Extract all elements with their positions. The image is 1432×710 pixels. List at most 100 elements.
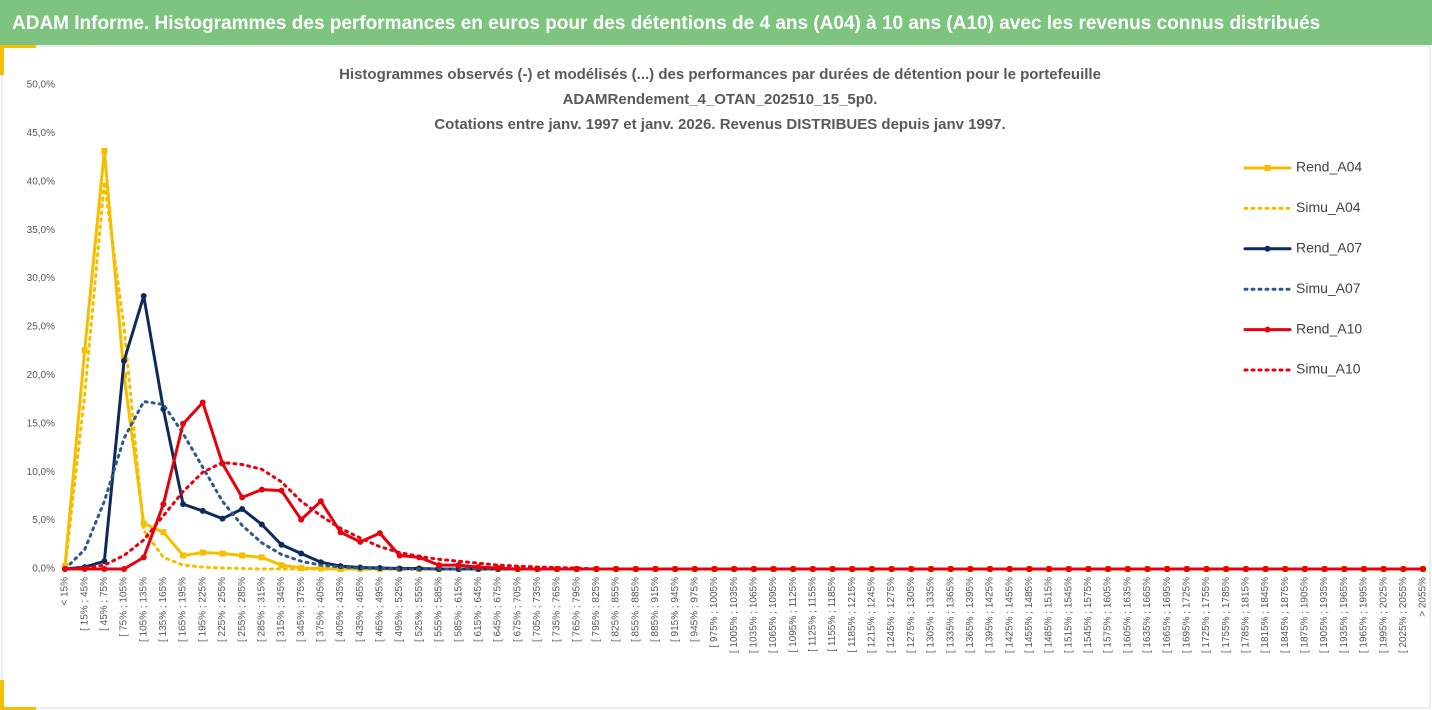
y-tick-label: 35,0% [27, 225, 55, 236]
x-tick-label: [ 1275% ; 1305% [906, 577, 917, 653]
accent [0, 680, 4, 710]
x-tick-label: [ 165% ; 195% [178, 577, 189, 642]
point [809, 566, 816, 572]
x-tick-label: [ 1125% ; 1155% [808, 577, 819, 652]
point [160, 529, 167, 536]
x-tick-label: [ 705% ; 735% [532, 577, 543, 642]
x-tick-label: [ 225% ; 255% [217, 577, 228, 642]
header-bar [0, 0, 1432, 45]
point [1203, 566, 1210, 572]
x-tick-label: [ 1485% ; 1515% [1044, 577, 1055, 653]
point [258, 486, 265, 493]
y-tick-label: 45,0% [27, 128, 55, 139]
x-tick-label: [ 765% ; 795% [571, 577, 582, 642]
x-tick-label: [ 1965% ; 1995% [1359, 577, 1370, 653]
legend-label: Rend_A04 [1296, 159, 1362, 175]
point [180, 420, 187, 427]
x-tick-label: < 15% [60, 577, 71, 606]
y-tick-label: 10,0% [27, 467, 55, 478]
point [455, 562, 462, 569]
point [121, 357, 128, 364]
point [278, 487, 285, 494]
legend-label: Rend_A10 [1296, 320, 1362, 336]
legend-label: Simu_A04 [1296, 199, 1361, 215]
x-tick-label: [ 1215% ; 1245% [867, 577, 878, 653]
x-tick-label: [ 495% ; 525% [394, 577, 405, 642]
legend-marker [1264, 165, 1271, 171]
point [258, 521, 265, 528]
x-tick-label: [ 1875% ; 1905% [1300, 577, 1311, 653]
x-tick-label: [ 1395% ; 1425% [985, 577, 996, 653]
point [790, 566, 797, 572]
chart-title: ADAMRendement_4_OTAN_202510_15_5p0. [563, 91, 878, 108]
y-tick-label: 5,0% [32, 515, 55, 526]
point [140, 554, 147, 561]
x-tick-label: [ 915% ; 945% [670, 577, 681, 642]
point [278, 541, 285, 548]
point [81, 347, 88, 354]
x-tick-label: [ 525% ; 555% [414, 577, 425, 642]
x-tick-label: > 2055% [1418, 577, 1429, 617]
x-tick-label: [ 1665% ; 1695% [1162, 577, 1173, 653]
x-tick-label: [ 405% ; 435% [335, 577, 346, 642]
y-tick-label: 40,0% [27, 176, 55, 187]
point [140, 520, 147, 527]
x-tick-label: [ 1605% ; 1635% [1122, 577, 1133, 653]
point [593, 566, 600, 572]
chart-title: Histogrammes observés (-) et modélisés (… [339, 66, 1101, 83]
y-tick-label: 30,0% [27, 273, 55, 284]
x-tick-label: [ 195% ; 225% [197, 577, 208, 642]
x-tick-label: [ 555% ; 585% [434, 577, 445, 642]
point [278, 562, 285, 569]
point [199, 399, 206, 406]
x-tick-label: [ 735% ; 765% [552, 577, 563, 642]
x-tick-label: [ 1425% ; 1455% [1004, 577, 1015, 653]
x-tick-label: [ 105% ; 135% [138, 577, 149, 642]
x-tick-label: [ 285% ; 315% [256, 577, 267, 642]
point [298, 550, 305, 557]
point [376, 530, 383, 537]
x-tick-label: [ 1635% ; 1665% [1142, 577, 1153, 653]
y-tick-label: 15,0% [27, 418, 55, 429]
y-tick-label: 0,0% [32, 564, 55, 575]
x-tick-label: [ 345% ; 375% [296, 577, 307, 642]
x-tick-label: [ 1515% ; 1545% [1063, 577, 1074, 653]
x-tick-label: [ 1935% ; 1965% [1339, 577, 1350, 653]
x-tick-label: [ 1785% ; 1815% [1241, 577, 1252, 653]
x-tick-label: [ 1335% ; 1365% [945, 577, 956, 653]
legend-label: Rend_A07 [1296, 240, 1362, 256]
x-tick-label: [ 855% ; 885% [630, 577, 641, 642]
y-tick-label: 20,0% [27, 370, 55, 381]
chart-frame [1, 45, 1431, 709]
x-tick-label: [ 1845% ; 1875% [1280, 577, 1291, 653]
point [298, 516, 305, 523]
point [337, 529, 344, 536]
x-tick-label: [ 1455% ; 1485% [1024, 577, 1035, 653]
x-tick-label: [ 1065% ; 1095% [768, 577, 779, 653]
x-tick-label: [ 1815% ; 1845% [1260, 577, 1271, 653]
x-tick-label: [ 315% ; 345% [276, 577, 287, 642]
point [435, 562, 442, 569]
x-tick-label: [ 255% ; 285% [237, 577, 248, 642]
series-line [63, 181, 1425, 571]
x-tick-label: [ 1365% ; 1395% [965, 577, 976, 653]
point [1223, 566, 1230, 572]
x-tick-label: [ 1575% ; 1605% [1103, 577, 1114, 653]
series-line [63, 295, 1425, 571]
point [357, 538, 364, 545]
x-tick-label: [ 825% ; 855% [611, 577, 622, 642]
point [199, 549, 206, 556]
x-tick-label: [ 1005% ; 1035% [729, 577, 740, 653]
legend-label: Simu_A07 [1296, 280, 1361, 296]
y-tick-label: 50,0% [27, 80, 55, 91]
x-tick-label: [ 945% ; 975% [689, 577, 700, 642]
accent [0, 707, 36, 710]
x-tick-label: [ 2025% ; 2055% [1398, 577, 1409, 653]
x-tick-label: [ 75% ; 105% [119, 577, 130, 637]
x-tick-label: [ 615% ; 645% [473, 577, 484, 642]
point [199, 507, 206, 514]
point [219, 550, 226, 557]
x-tick-label: [ 1245% ; 1275% [886, 577, 897, 653]
point [140, 293, 147, 300]
